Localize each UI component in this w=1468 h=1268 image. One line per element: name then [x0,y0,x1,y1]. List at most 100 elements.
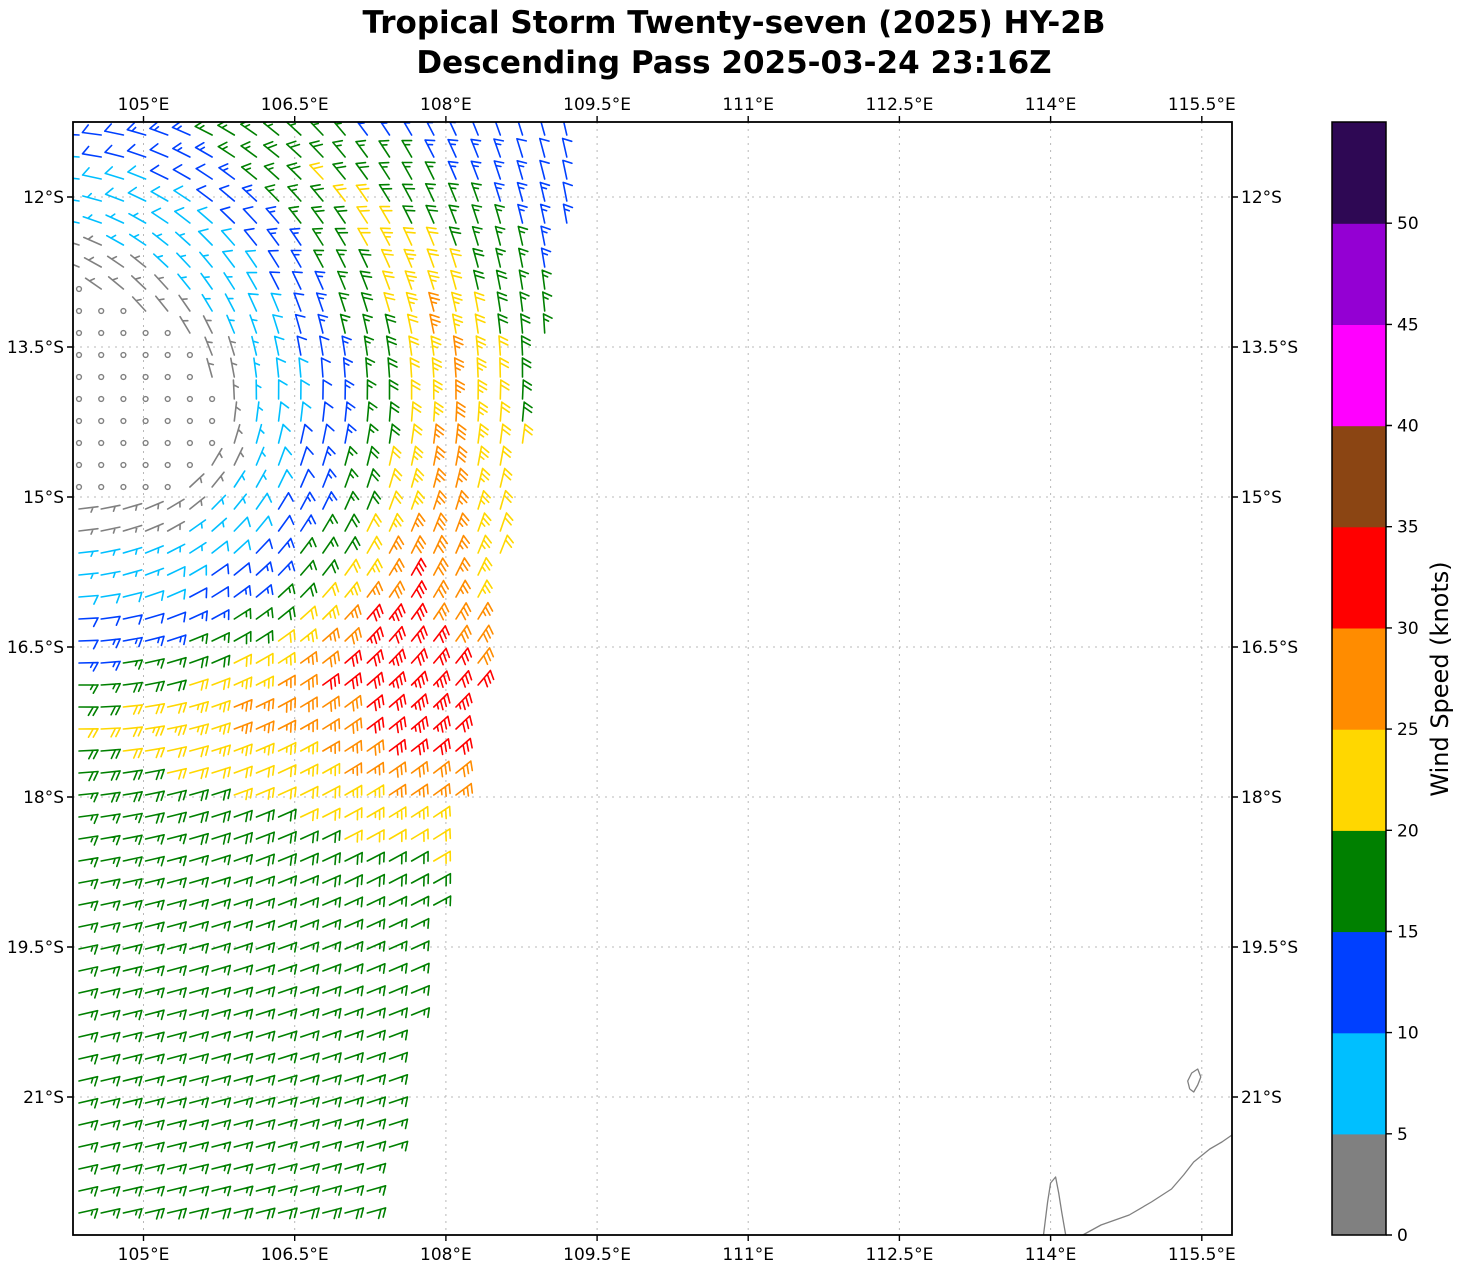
calm-wind-marker [75,351,83,359]
calm-wind-marker [98,483,105,491]
colorbar-band-7 [1332,425,1386,528]
wind-barbs [73,122,574,1220]
y-tick-label-right: 18°S [1241,788,1282,808]
calm-wind-marker [120,417,127,425]
colorbar-tick-label: 45 [1397,315,1419,335]
colorbar-band-3 [1332,830,1386,933]
colorbar-tick-label: 15 [1397,923,1419,943]
calm-wind-marker [120,329,127,337]
colorbar-ticks [1386,222,1392,1236]
calm-wind-marker [75,483,83,491]
calm-wind-marker [142,329,149,337]
calm-wind-marker [164,395,171,403]
colorbar-band-1 [1332,1032,1386,1135]
calm-wind-marker [142,351,149,359]
y-tick-label-right: 21°S [1241,1088,1282,1108]
calm-wind-marker [164,329,171,337]
colorbar-band-8 [1332,324,1386,427]
x-tick-label-top: 105°E [118,95,170,115]
colorbar-tick-label: 20 [1397,821,1419,841]
x-tick-label-bottom: 114°E [1025,1245,1077,1264]
calm-wind-marker [75,461,83,469]
calm-wind-marker [164,483,171,491]
y-tick-label-right: 19.5°S [1241,938,1298,958]
x-tick-label-top: 106.5°E [261,95,329,115]
chart-title-line1: Tropical Storm Twenty-seven (2025) HY-2B [362,5,1106,41]
coastline-path [1187,1068,1202,1093]
y-tick-label-right: 13.5°S [1241,338,1298,358]
calm-wind-marker [164,439,171,447]
calm-wind-marker [75,439,83,447]
colorbar-tick-label: 25 [1397,720,1419,740]
colorbar-band-4 [1332,729,1386,831]
colorbar-band-0 [1332,1133,1386,1236]
colorbar-tick-label: 35 [1397,518,1419,538]
x-tick-label-bottom: 115.5°E [1168,1245,1236,1264]
x-tick-label-bottom: 111°E [722,1245,774,1264]
colorbar-tick-label: 5 [1397,1125,1408,1145]
coastline-path [1042,1176,1067,1235]
wind-barb-layer-3 [78,122,553,1220]
colorbar-label: Wind Speed (knots) [1426,561,1454,796]
calm-wind-marker [209,417,216,425]
calm-wind-marker [75,417,83,425]
y-tick-label-left: 21°S [23,1088,64,1108]
x-tick-label-bottom: 112.5°E [865,1245,933,1264]
calm-wind-marker [142,373,149,381]
colorbar-band-9 [1332,223,1386,325]
x-tick-label-bottom: 106.5°E [261,1245,329,1264]
calm-wind-marker [120,439,127,447]
calm-wind-marker [98,329,105,337]
x-tick-label-bottom: 108°E [420,1245,472,1264]
calm-wind-marker [186,373,194,381]
axis-ticks [67,116,1238,1241]
calm-wind-marker [75,307,83,315]
calm-wind-marker [164,351,171,359]
calm-wind-marker [142,439,149,447]
calm-wind-marker [98,373,105,381]
chart-title-line2: Descending Pass 2025-03-24 23:16Z [416,44,1052,81]
y-tick-label-left: 12°S [23,188,64,208]
calm-wind-marker [98,439,105,447]
calm-wind-marker [164,373,171,381]
x-tick-label-bottom: 105°E [118,1245,170,1264]
calm-wind-marker [98,395,105,403]
calm-wind-marker [98,461,105,469]
x-tick-label-top: 111°E [722,95,774,115]
calm-wind-marker [98,307,105,315]
x-tick-label-top: 108°E [420,95,472,115]
colorbar-tick-label: 10 [1397,1024,1419,1044]
y-tick-label-left: 16.5°S [7,638,64,658]
x-tick-label-top: 115.5°E [1168,95,1236,115]
x-tick-label-top: 114°E [1025,95,1077,115]
coastline-layer [1042,1068,1232,1235]
colorbar-band-2 [1332,931,1386,1034]
calm-wind-marker [142,395,149,403]
calm-wind-marker [186,351,194,359]
calm-wind-marker [142,461,149,469]
y-tick-label-left: 15°S [23,488,64,508]
wind-barb-layer-2 [73,122,574,672]
calm-wind-marker [75,373,83,381]
y-tick-label-left: 18°S [23,788,64,808]
x-tick-label-bottom: 109.5°E [563,1245,631,1264]
calm-wind-marker [142,417,149,425]
x-tick-label-top: 109.5°E [563,95,631,115]
colorbar-band-10 [1332,122,1386,224]
calm-wind-marker [164,417,171,425]
y-tick-label-right: 12°S [1241,188,1282,208]
calm-wind-marker [164,461,171,469]
y-tick-label-left: 13.5°S [7,338,64,358]
plot-frame [72,121,1233,1236]
calm-wind-marker [186,395,194,403]
wind-barb-layer-0 [73,235,245,535]
y-tick-label-left: 19.5°S [7,938,64,958]
colorbar-tick-label: 50 [1397,214,1419,234]
colorbar-tick-label: 30 [1397,619,1419,639]
colorbar-band-5 [1332,627,1386,730]
calm-wind-marker [120,307,127,315]
x-tick-label-top: 112.5°E [865,95,933,115]
calm-wind-marker [75,395,83,403]
